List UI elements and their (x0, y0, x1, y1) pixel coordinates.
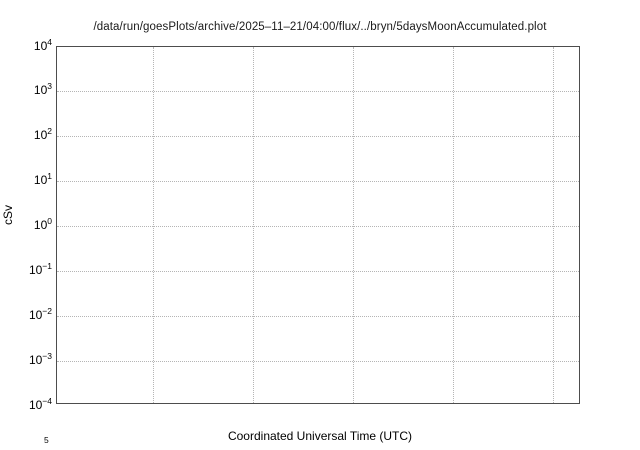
y-tick-label-10e-2: 10−2 (28, 306, 52, 322)
y-tick-label-10e-3: 10−3 (28, 351, 52, 367)
y-tick-label-10e-1: 10−1 (28, 261, 52, 277)
y-tick-mantissa: 10 (28, 353, 43, 367)
plot-area[interactable] (56, 46, 580, 404)
gridline-vertical (553, 47, 554, 403)
gridline-horizontal (57, 180, 579, 182)
y-tick-label-10e1: 101 (33, 171, 52, 187)
chart-title: /data/run/goesPlots/archive/2025–11–21/0… (93, 21, 547, 33)
y-tick-mantissa: 10 (28, 263, 43, 277)
gridline-horizontal (57, 225, 579, 227)
y-tick-mantissa: 10 (33, 218, 48, 232)
y-tick-exponent: −4 (42, 396, 52, 406)
y-tick-label-10e4: 104 (33, 37, 52, 53)
y-tick-mantissa: 10 (33, 39, 48, 53)
gridline-vertical (153, 47, 154, 403)
plot-inner (57, 47, 579, 403)
gridline-horizontal (57, 135, 579, 137)
x-axis-label: Coordinated Universal Time (UTC) (227, 429, 413, 443)
y-tick-mantissa: 10 (33, 128, 48, 142)
y-tick-mantissa: 10 (28, 398, 43, 412)
gridline-horizontal (57, 270, 579, 272)
y-tick-exponent: 3 (47, 81, 52, 91)
y-tick-exponent: −3 (42, 351, 52, 361)
y-axis-label: cSv (1, 204, 15, 225)
y-tick-exponent: 1 (47, 171, 52, 181)
gridline-horizontal (57, 360, 579, 362)
y-tick-label-10e0: 100 (33, 216, 52, 232)
clipped-exponent: 5 (44, 435, 49, 445)
y-tick-exponent: 4 (47, 37, 52, 47)
y-tick-label-10e-4: 10−4 (28, 396, 52, 412)
y-tick-exponent: −1 (42, 261, 52, 271)
y-tick-label-10e2: 102 (33, 126, 52, 142)
y-tick-exponent: 2 (47, 126, 52, 136)
y-tick-label-10e3: 103 (33, 81, 52, 97)
y-tick-mantissa: 10 (28, 308, 43, 322)
gridline-vertical (253, 47, 254, 403)
clipped-next-panel-tick-label: 5 (44, 435, 49, 450)
gridline-horizontal (57, 90, 579, 92)
gridline-vertical (353, 47, 354, 403)
gridline-vertical (453, 47, 454, 403)
y-tick-mantissa: 10 (33, 83, 48, 97)
y-tick-mantissa: 10 (33, 173, 48, 187)
y-tick-exponent: −2 (42, 306, 52, 316)
gridline-horizontal (57, 315, 579, 317)
y-tick-exponent: 0 (47, 216, 52, 226)
